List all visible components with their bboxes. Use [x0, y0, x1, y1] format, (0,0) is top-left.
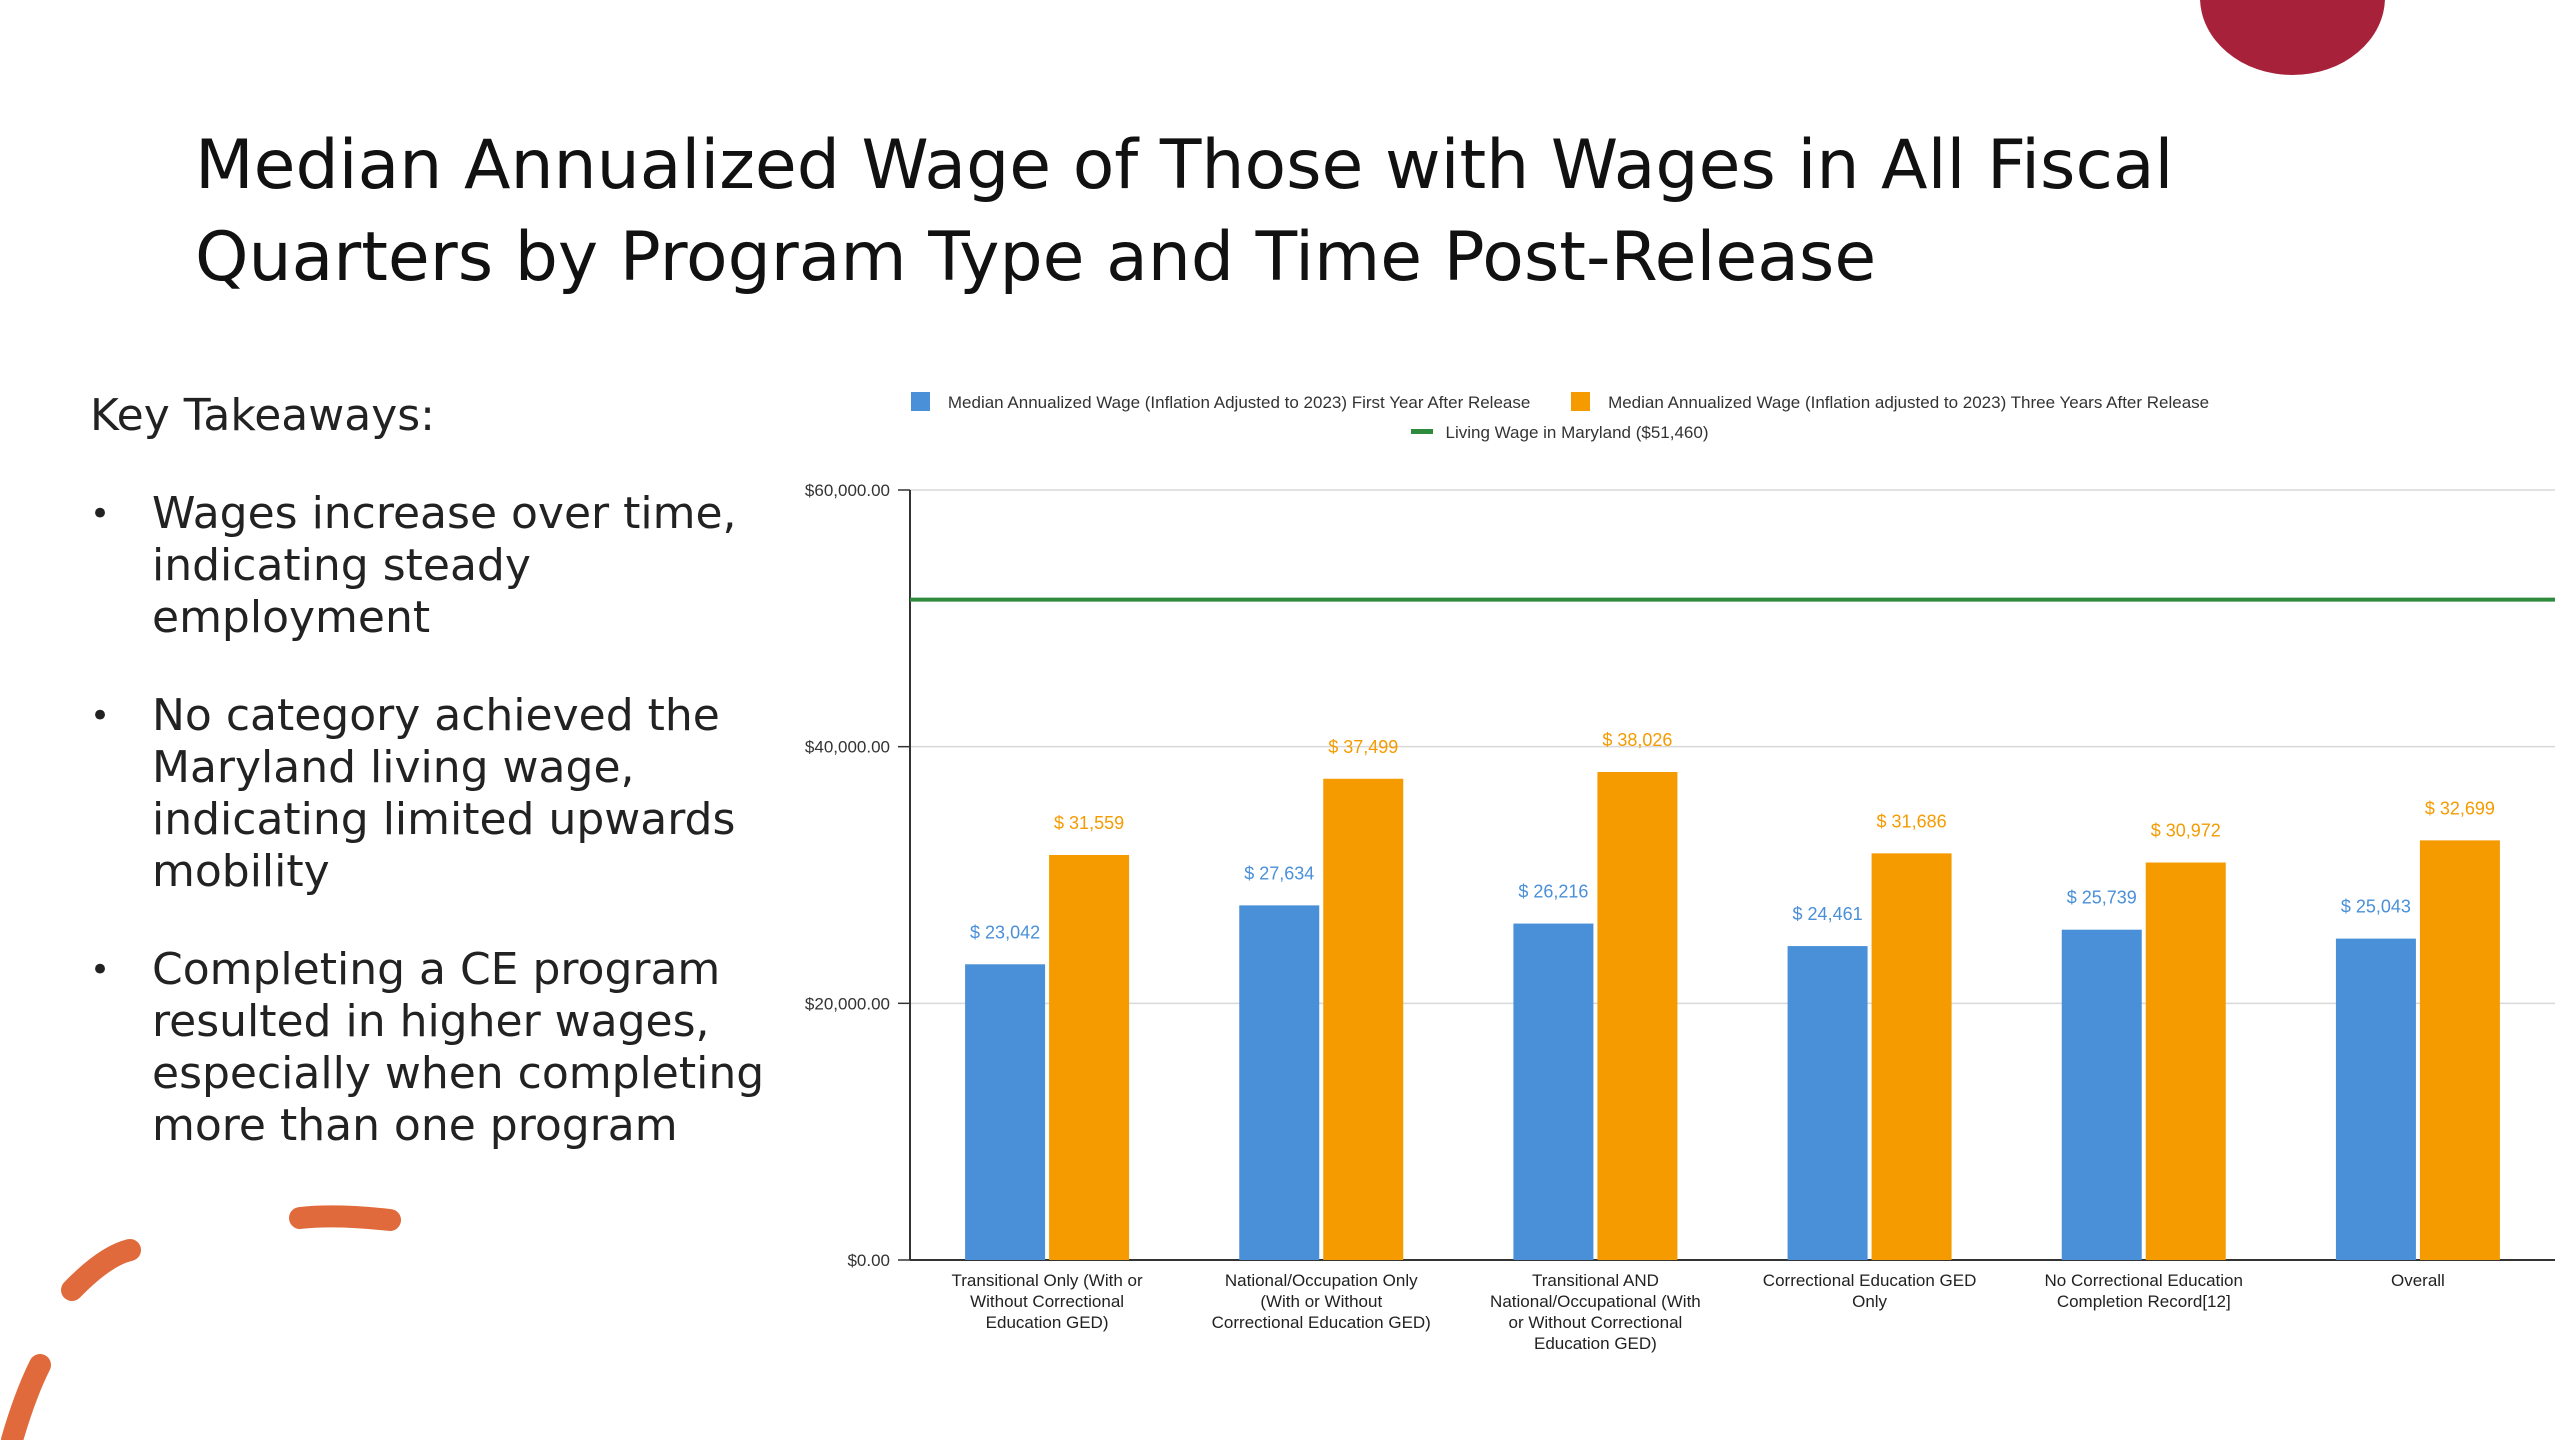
x-tick-label-line: Only — [1852, 1292, 1887, 1311]
data-label: $ 25,043 — [2341, 897, 2411, 917]
bar-first-year — [965, 964, 1046, 1260]
x-tick-label-line: Transitional Only (With or — [952, 1271, 1143, 1290]
bar-three-years — [1597, 771, 1678, 1260]
legend-row: Living Wage in Maryland ($51,460) — [780, 418, 2340, 448]
x-tick-label-line: Without Correctional — [970, 1292, 1124, 1311]
data-label: $ 31,559 — [1054, 813, 1124, 833]
x-tick-label-line: National/Occupational (With — [1490, 1292, 1701, 1311]
data-label: $ 30,972 — [2151, 821, 2221, 841]
slide-title: Median Annualized Wage of Those with Wag… — [195, 126, 2174, 297]
data-label: $ 23,042 — [970, 922, 1040, 942]
arc-dash-2 — [61, 1239, 141, 1301]
takeaway-text: Completing a CE program resulted in high… — [152, 944, 765, 1151]
data-label: $ 27,634 — [1244, 863, 1314, 883]
legend-label-first-year: Median Annualized Wage (Inflation Adjust… — [947, 393, 1531, 412]
takeaway-text: No category achieved the Maryland living… — [152, 690, 736, 897]
legend-row: Median Annualized Wage (Inflation Adjust… — [780, 388, 2340, 418]
x-tick-label: Correctional Education GED Only — [1763, 1271, 1977, 1311]
bullet-icon: • — [90, 950, 111, 990]
legend-swatch-first-year — [910, 392, 930, 411]
data-label: $ 26,216 — [1518, 882, 1588, 902]
data-label: $ 38,026 — [1602, 730, 1672, 750]
y-tick-label: $0.00 — [847, 1251, 890, 1270]
data-label: $ 32,699 — [2425, 798, 2495, 818]
takeaways-heading: Key Takeaways: — [90, 390, 435, 441]
y-tick-label: $60,000.00 — [805, 481, 890, 500]
x-tick-label: National/Occupation Only (With or Without… — [1212, 1271, 1431, 1332]
bar-three-years — [1871, 853, 1952, 1260]
x-tick-label: Overall — [2391, 1271, 2445, 1290]
x-tick-label-line: No Correctional Education — [2045, 1271, 2243, 1290]
bar-first-year — [2061, 929, 2142, 1260]
y-tick-label: $20,000.00 — [805, 994, 890, 1013]
data-label: $ 25,739 — [2067, 888, 2137, 908]
x-tick-label: Transitional AND National/Occupational (W… — [1490, 1271, 1701, 1353]
x-tick-label-line: National/Occupation Only — [1225, 1271, 1418, 1290]
legend-item-first-year: Median Annualized Wage (Inflation Adjust… — [910, 388, 1531, 418]
legend-swatch-living-wage — [1411, 429, 1434, 434]
chart-legend: Median Annualized Wage (Inflation Adjust… — [780, 388, 2340, 448]
x-tick-label-line: Completion Record[12] — [2057, 1292, 2231, 1311]
x-tick-label-line: Education GED) — [1534, 1334, 1657, 1353]
data-label: $ 37,499 — [1328, 737, 1398, 757]
x-tick-label-line: (With or Without — [1260, 1292, 1382, 1311]
takeaway-item: • Completing a CE program resulted in hi… — [90, 944, 770, 1152]
chart-plot: $0.00 $20,000.00 $40,000.00 $60,000.00 $ 23,… — [805, 481, 2555, 1353]
bar-three-years — [1323, 778, 1404, 1260]
bar-first-year — [1513, 923, 1594, 1260]
takeaways-list: • Wages increase over time, indicating s… — [90, 488, 770, 1198]
takeaway-item: • Wages increase over time, indicating s… — [90, 488, 770, 644]
bar-first-year — [1787, 946, 1868, 1260]
y-tick-label: $40,000.00 — [805, 738, 890, 757]
decorative-circle — [2200, 0, 2385, 75]
x-tick-label-line: Transitional AND — [1532, 1271, 1659, 1290]
takeaway-text: Wages increase over time, indicating ste… — [152, 488, 737, 643]
x-tick-label-line: Correctional Education GED — [1763, 1271, 1977, 1290]
legend-swatch-three-years — [1571, 392, 1591, 411]
bar-first-year — [2335, 938, 2416, 1260]
arc-dash-3 — [1, 1354, 51, 1440]
x-tick-label: No Correctional Education Completion Reco… — [2045, 1271, 2243, 1311]
legend-label-three-years: Median Annualized Wage (Inflation adjust… — [1608, 393, 2210, 412]
bar-three-years — [2145, 862, 2226, 1260]
bullet-icon: • — [90, 494, 111, 534]
x-tick-label-line: Education GED) — [986, 1313, 1109, 1332]
decorative-dashed-arc — [1, 1205, 401, 1440]
bar-three-years — [2419, 840, 2500, 1260]
data-label: $ 24,461 — [1793, 904, 1863, 924]
takeaway-item: • No category achieved the Maryland livi… — [90, 690, 770, 898]
data-label: $ 31,686 — [1877, 811, 1947, 831]
bullet-icon: • — [90, 696, 111, 736]
wage-chart: Median Annualized Wage (Inflation Adjust… — [780, 370, 2560, 1370]
x-tick-label: Transitional Only (With or Without Correc… — [952, 1271, 1143, 1332]
legend-item-three-years: Median Annualized Wage (Inflation adjust… — [1571, 388, 2209, 418]
x-tick-label-line: or Without Correctional — [1508, 1313, 1682, 1332]
legend-item-living-wage: Living Wage in Maryland ($51,460) — [1411, 418, 1709, 448]
legend-label-living-wage: Living Wage in Maryland ($51,460) — [1445, 423, 1709, 442]
x-tick-label-line: Correctional Education GED) — [1212, 1313, 1431, 1332]
x-tick-label-line: Overall — [2391, 1271, 2445, 1290]
bar-first-year — [1239, 905, 1320, 1260]
arc-dash-1 — [289, 1205, 401, 1231]
bar-three-years — [1049, 854, 1130, 1260]
